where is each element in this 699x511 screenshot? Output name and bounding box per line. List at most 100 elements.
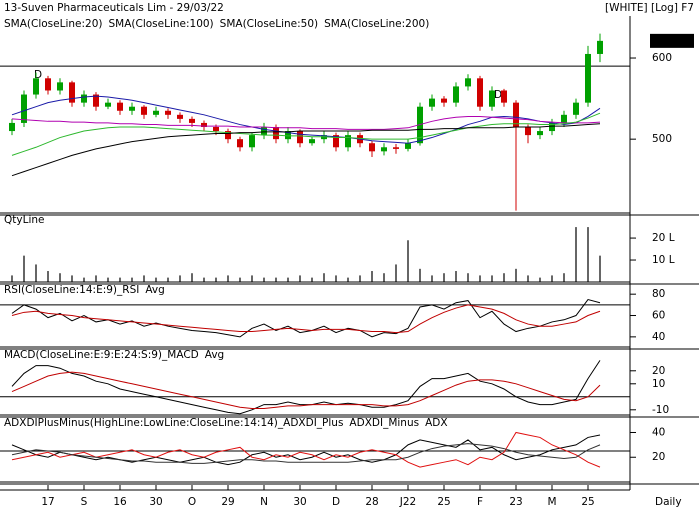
candle-body <box>441 98 447 103</box>
candle-body <box>153 110 159 115</box>
x-tick-label: M <box>547 496 556 508</box>
legend-entry: Avg <box>205 349 224 361</box>
x-tick-label: 16 <box>113 496 127 508</box>
candle-body <box>105 102 111 107</box>
candle-body <box>513 102 519 127</box>
y-tick-label: 60 <box>652 310 665 322</box>
legend-entry: ADXDIPlusMinus(HighLine:LowLine:CloseLin… <box>4 417 343 429</box>
candle-body <box>597 40 603 54</box>
legend-entry: ADXDI_Minus <box>349 417 419 429</box>
candle-body <box>189 118 195 123</box>
candle-body <box>381 147 387 152</box>
candle-body <box>273 126 279 140</box>
candle-body <box>405 143 411 149</box>
series-line <box>11 360 601 415</box>
candle-body <box>117 102 123 111</box>
y-tick-label: 40 <box>652 331 665 343</box>
y-tick-label: 20 L <box>652 232 675 244</box>
x-tick-label: 17 <box>41 496 54 508</box>
y-tick-label: 600 <box>652 52 672 64</box>
candle-body <box>345 135 351 148</box>
candle-body <box>429 98 435 107</box>
last-price-box <box>650 33 694 48</box>
x-tick-label: J22 <box>399 496 416 508</box>
series-line <box>11 371 601 409</box>
y-tick-label: -10 <box>652 404 669 416</box>
series-line <box>11 443 601 464</box>
annotation: D <box>34 69 42 81</box>
candle-body <box>465 78 471 87</box>
y-tick-label: 20 <box>652 365 665 377</box>
x-tick-label: S <box>81 496 88 508</box>
candle-body <box>93 94 99 107</box>
candle-body <box>585 53 591 103</box>
series-line <box>11 95 601 144</box>
candle-body <box>489 90 495 107</box>
x-tick-label: 30 <box>149 496 162 508</box>
y-tick-label: 10 L <box>652 254 675 266</box>
candle-body <box>537 131 543 136</box>
series-line <box>11 115 601 130</box>
candle-body <box>81 94 87 103</box>
mode-label: [WHITE] [Log] F7 <box>605 2 694 14</box>
x-axis-label: Daily <box>655 496 682 508</box>
candle-body <box>297 131 303 144</box>
candle-body <box>201 122 207 127</box>
candle-body <box>33 78 39 95</box>
candle-body <box>249 135 255 148</box>
candle-body <box>393 147 399 149</box>
candle-body <box>261 126 267 136</box>
y-tick-label: 20 <box>652 451 665 463</box>
y-tick-label: 40 <box>652 426 665 438</box>
candle-body <box>573 102 579 115</box>
series-line <box>11 112 601 156</box>
legend-entry: SMA(CloseLine:50) <box>220 18 318 30</box>
candle-body <box>177 114 183 119</box>
panel-title: QtyLine <box>4 214 44 226</box>
candle-body <box>213 126 219 132</box>
x-tick-label: N <box>260 496 268 508</box>
candle-body <box>453 86 459 103</box>
legend-entry: Avg <box>145 284 164 296</box>
candle-body <box>129 106 135 111</box>
candle-body <box>225 131 231 140</box>
candle-body <box>57 82 63 91</box>
last-price-label: 621.15 <box>653 35 690 47</box>
candle-body <box>369 143 375 152</box>
legend-entry: ADX <box>425 417 447 429</box>
x-tick-label: 25 <box>437 496 450 508</box>
candle-body <box>525 126 531 136</box>
x-tick-label: F <box>477 496 483 508</box>
x-tick-label: O <box>188 496 196 508</box>
candle-body <box>165 110 171 115</box>
legend-entry: SMA(CloseLine:20) <box>4 18 102 30</box>
candle-body <box>69 82 75 103</box>
y-tick-label: 10 <box>652 378 665 390</box>
legend-entry: MACD(CloseLine:E:9:E:24:S:9)_MACD <box>4 349 199 361</box>
chart-title: 13-Suven Pharmaceuticals Lim - 29/03/22 <box>4 2 224 14</box>
candle-body <box>561 114 567 123</box>
candle-body <box>501 90 507 103</box>
x-tick-label: 29 <box>221 496 234 508</box>
x-tick-label: 23 <box>509 496 522 508</box>
x-tick-label: D <box>332 496 340 508</box>
series-line <box>11 298 601 338</box>
x-tick-label: 28 <box>365 496 378 508</box>
candle-body <box>285 131 291 140</box>
legend-entry: RSI(CloseLine:14:E:9)_RSI <box>4 284 139 296</box>
legend-entry: SMA(CloseLine:100) <box>108 18 213 30</box>
y-tick-label: 500 <box>652 133 672 145</box>
candle-body <box>141 106 147 115</box>
y-tick-label: 80 <box>652 288 665 300</box>
candle-body <box>21 94 27 123</box>
candle-body <box>309 139 315 144</box>
candle-body <box>333 135 339 148</box>
candle-body <box>45 78 51 91</box>
annotation: D <box>494 89 502 101</box>
x-tick-label: 30 <box>293 496 306 508</box>
x-tick-label: 25 <box>581 496 594 508</box>
legend-entry: SMA(CloseLine:200) <box>324 18 429 30</box>
series-line <box>11 123 601 177</box>
series-line <box>11 304 601 334</box>
